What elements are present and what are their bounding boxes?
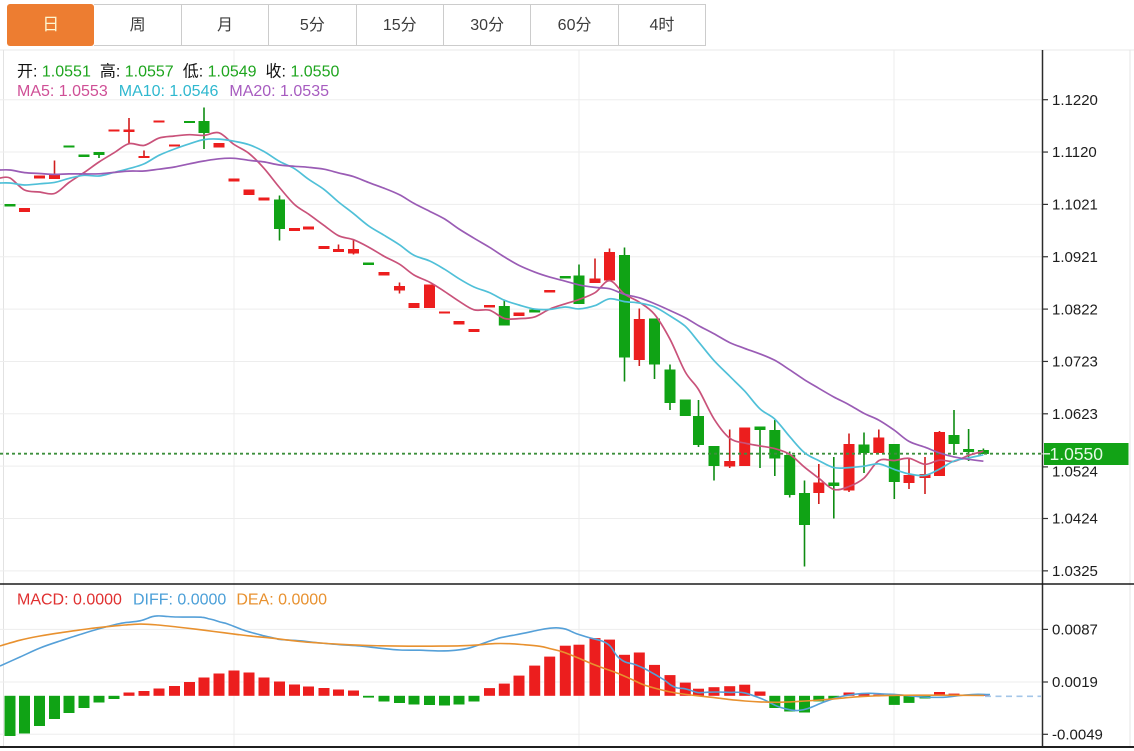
svg-text:-0.0049: -0.0049 — [1052, 727, 1103, 744]
svg-text:0.0087: 0.0087 — [1052, 622, 1098, 639]
svg-text:1.1120: 1.1120 — [1052, 144, 1097, 161]
svg-text:0.0019: 0.0019 — [1052, 674, 1098, 691]
svg-text:1.0325: 1.0325 — [1052, 563, 1098, 580]
svg-text:1.1021: 1.1021 — [1052, 197, 1098, 214]
svg-text:1.0921: 1.0921 — [1052, 249, 1098, 266]
svg-text:1.0723: 1.0723 — [1052, 354, 1098, 371]
svg-text:1.0550: 1.0550 — [1050, 444, 1104, 464]
svg-text:1.0623: 1.0623 — [1052, 406, 1098, 423]
svg-text:1.1220: 1.1220 — [1052, 92, 1098, 109]
svg-text:1.0524: 1.0524 — [1052, 464, 1098, 481]
svg-text:1.0822: 1.0822 — [1052, 301, 1098, 318]
svg-text:1.0424: 1.0424 — [1052, 511, 1098, 528]
